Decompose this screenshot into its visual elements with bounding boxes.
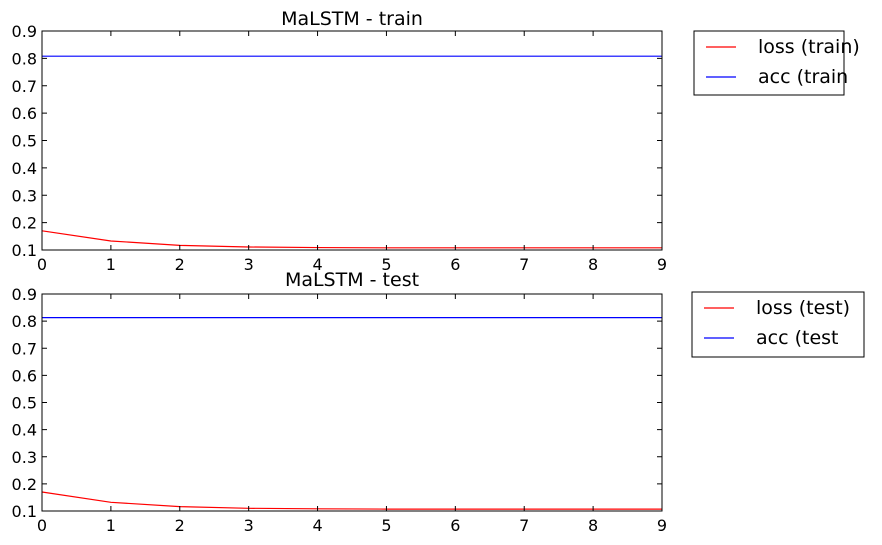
y-tick-label: 0.6 [12,104,37,123]
x-tick-label: 3 [244,516,254,535]
legend-label: loss (train) [758,36,860,58]
x-tick-label: 9 [657,516,667,535]
x-tick-label: 7 [519,255,529,274]
legend-label: acc (test [756,327,838,349]
train-subplot: 0 1 2 3 4 5 6 7 8 9 0.1 0.2 0.3 0.4 0.5 0.6 0.7 0.8 0.9 MaL… [12,8,860,274]
legend: loss (train) acc (train [693,30,860,96]
x-tick-label: 0 [37,255,47,274]
chart-title: MaLSTM - test [285,269,419,291]
axes-frame [41,293,663,512]
y-tick-label: 0.2 [12,475,37,494]
x-tick-label: 2 [175,255,185,274]
axes-frame [41,30,663,251]
y-tick-label: 0.5 [12,394,37,413]
x-tick-label: 6 [450,255,460,274]
y-tick-label: 0.3 [12,186,37,205]
y-tick-label: 0.9 [12,285,37,304]
x-tick-label: 8 [588,255,598,274]
x-tick-label: 3 [244,255,254,274]
test-subplot: 0 1 2 3 4 5 6 7 8 9 0.1 0.2 0.3 0.4 0.5 0.6 0.7 0.8 0.9 MaL… [12,269,865,535]
y-tick-label: 0.6 [12,366,37,385]
y-tick-label: 0.4 [12,421,37,440]
x-tick-label: 6 [450,516,460,535]
y-tick-label: 0.5 [12,132,37,151]
x-tick-label: 1 [106,516,116,535]
y-tick-label: 0.7 [12,77,37,96]
chart-title: MaLSTM - train [281,8,423,30]
series-line-0 [41,491,662,510]
legend-label: acc (train [758,66,848,88]
x-tick-label: 1 [106,255,116,274]
x-tick-label: 4 [312,255,322,274]
legend: loss (test) acc (test [691,291,865,358]
x-tick-label: 5 [381,516,391,535]
y-tick-label: 0.7 [12,339,37,358]
x-tick-label: 0 [37,516,47,535]
legend-box [691,291,865,358]
y-tick-label: 0.3 [12,448,37,467]
y-tick-label: 0.8 [12,312,37,331]
series-line-0 [41,230,662,249]
x-tick-label: 2 [175,516,185,535]
y-tick-label: 0.9 [12,22,37,41]
x-tick-label: 4 [312,516,322,535]
y-tick-label: 0.8 [12,49,37,68]
x-tick-label: 5 [381,255,391,274]
y-tick-label: 0.1 [12,241,37,260]
x-tick-label: 9 [657,255,667,274]
x-tick-label: 8 [588,516,598,535]
x-tick-label: 7 [519,516,529,535]
y-tick-label: 0.4 [12,159,37,178]
y-tick-label: 0.1 [12,502,37,521]
y-tick-label: 0.2 [12,214,37,233]
legend-box [693,30,845,96]
legend-label: loss (test) [756,297,850,319]
